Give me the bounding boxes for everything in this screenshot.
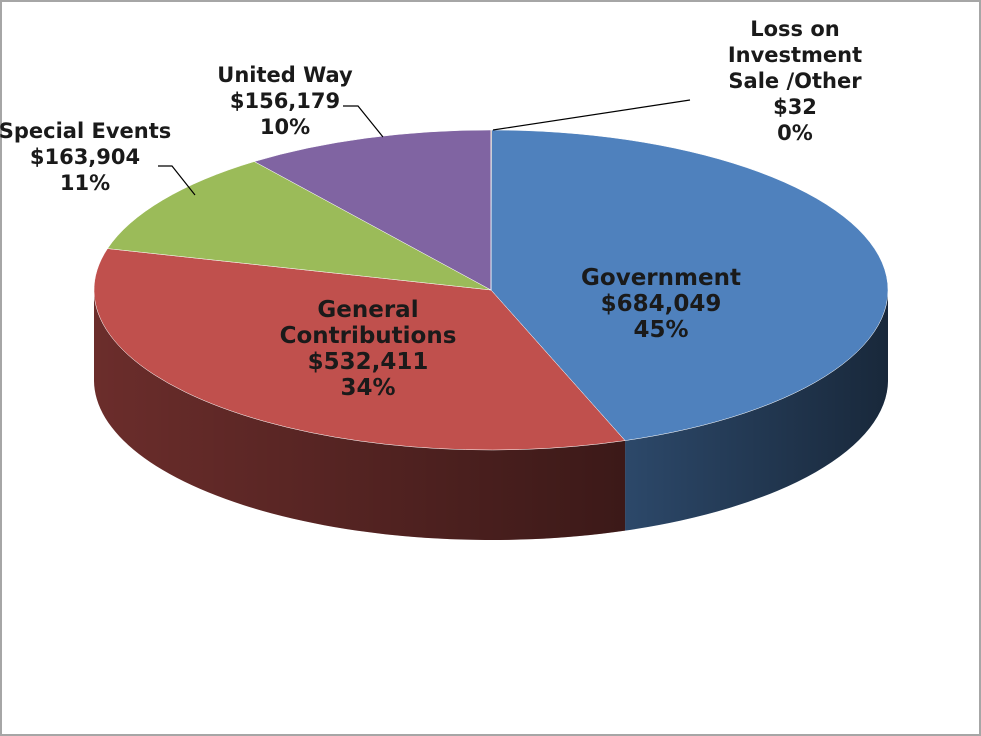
pie-sides <box>94 290 888 540</box>
pie-side-general-contributions-shade <box>94 290 626 540</box>
pie-slice-general-contributions <box>93 248 626 451</box>
label-special-events-name-0: Special Events <box>0 119 171 143</box>
leader-line-loss-on-investment-sale-other <box>492 99 691 131</box>
leader-line-united-way <box>343 105 384 138</box>
pie-slice-united-way <box>253 129 492 291</box>
pie-slice-government <box>490 129 889 441</box>
label-loss-on-investment-sale-other-percent: 0% <box>777 121 813 145</box>
label-general-contributions-name-0: General <box>317 297 418 323</box>
label-government-value: $684,049 <box>601 291 722 317</box>
pie-slices <box>93 129 889 451</box>
label-loss-on-investment-sale-other-name-2: Sale /Other <box>728 69 862 93</box>
label-loss-on-investment-sale-other-name-1: Investment <box>728 43 862 67</box>
label-special-events-value: $163,904 <box>30 145 140 169</box>
leader-lines <box>158 99 691 196</box>
label-general-contributions-name-1: Contributions <box>280 323 457 349</box>
pie-slice-loss-on-investment-sale-other <box>490 129 492 291</box>
label-united-way-value: $156,179 <box>230 89 340 113</box>
leader-line-special-events <box>158 165 196 196</box>
label-special-events-percent: 11% <box>60 171 110 195</box>
label-general-contributions-percent: 34% <box>340 375 395 401</box>
label-government-name-0: Government <box>581 265 741 291</box>
label-loss-on-investment-sale-other-name-0: Loss on <box>750 17 840 41</box>
label-government-percent: 45% <box>633 317 688 343</box>
label-united-way-percent: 10% <box>260 115 310 139</box>
label-united-way-name-0: United Way <box>217 63 353 87</box>
label-general-contributions-value: $532,411 <box>308 349 429 375</box>
pie-slice-special-events <box>107 161 492 291</box>
pie-side-government-shade <box>625 290 888 531</box>
label-loss-on-investment-sale-other-value: $32 <box>773 95 817 119</box>
